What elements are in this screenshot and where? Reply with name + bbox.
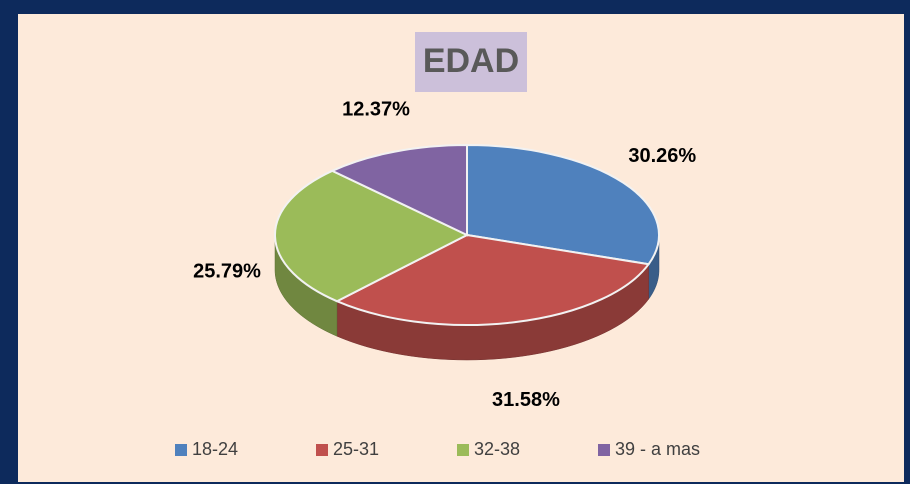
data-label: 31.58% [492,389,560,411]
data-label: 12.37% [342,98,410,120]
legend-swatch [175,444,187,456]
data-label: 30.26% [628,145,696,167]
pie-slice [329,143,468,237]
legend-swatch [457,444,469,456]
pie-slice [334,233,651,326]
legend-label: 18-24 [192,439,238,459]
legend-swatch [316,444,328,456]
data-label: 25.79% [193,261,261,283]
legend-label: 39 - a mas [615,439,700,459]
pie-slice [274,169,470,303]
legend-label: 25-31 [333,439,379,459]
title-box [415,32,527,92]
legend-label: 32-38 [474,439,520,459]
legend-swatch [598,444,610,456]
chart-title: EDAD [423,42,519,80]
pie-slice [466,143,660,266]
